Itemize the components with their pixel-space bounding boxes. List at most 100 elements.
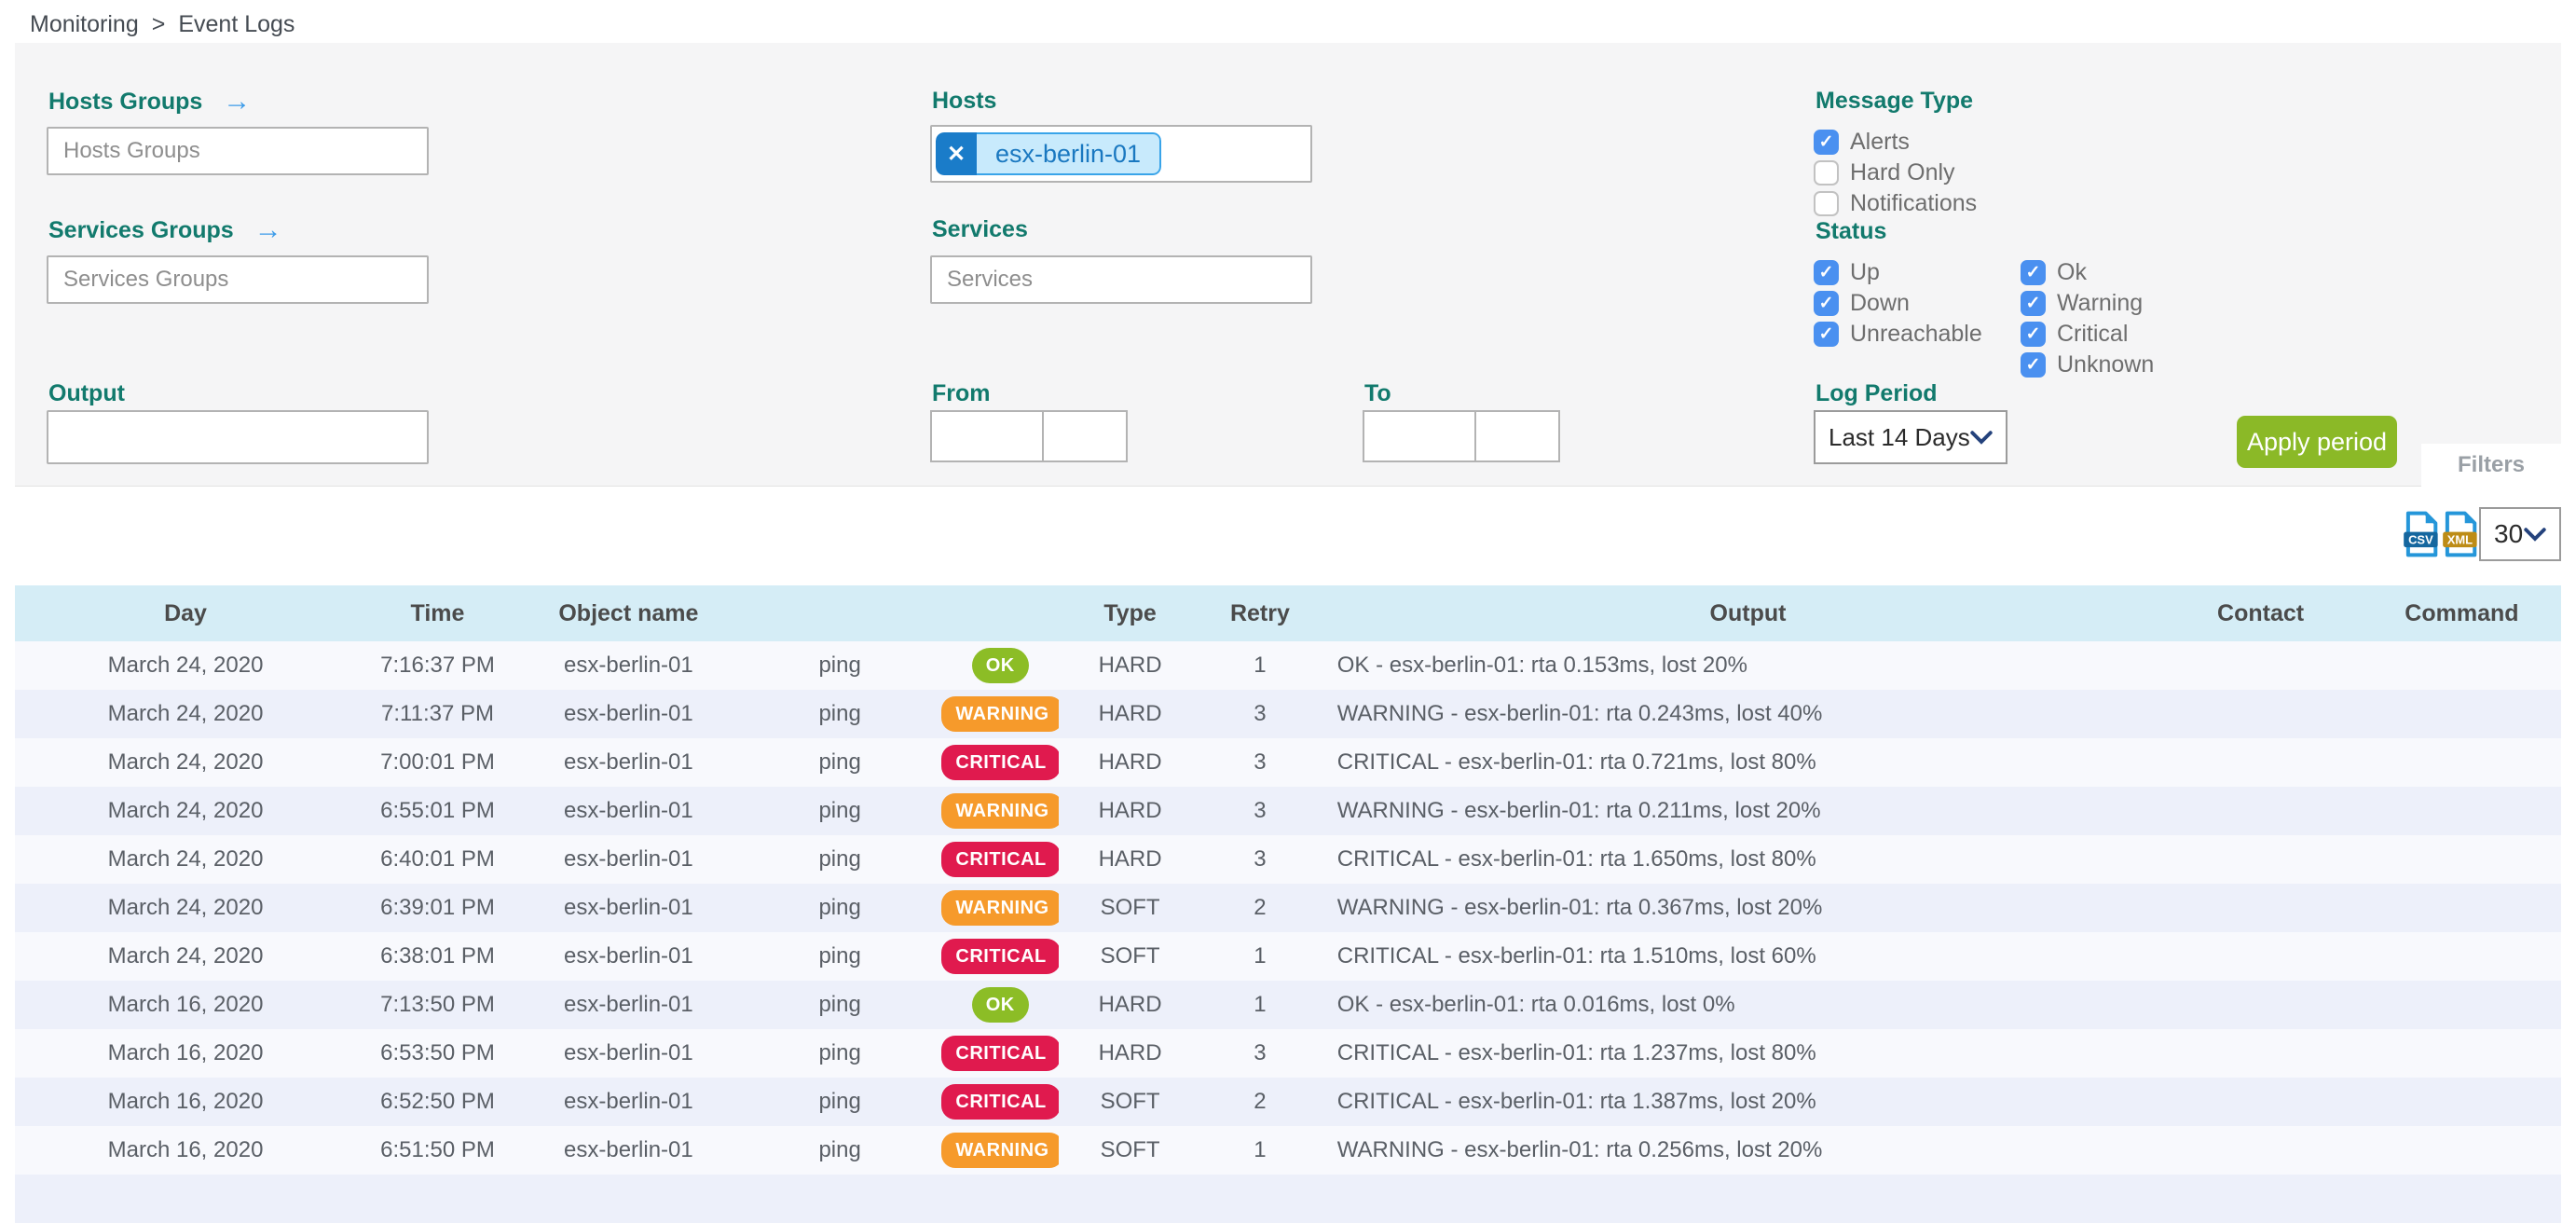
cell-type: HARD xyxy=(1098,798,1162,823)
remove-host-button[interactable]: ✕ xyxy=(936,132,977,175)
table-row: March 24, 2020 6:40:01 PM esx-berlin-01 … xyxy=(15,835,2561,884)
checkbox-ok[interactable]: ✓ Ok xyxy=(2021,259,2154,285)
cell-object-name: esx-berlin-01 xyxy=(564,653,693,678)
cell-day: March 24, 2020 xyxy=(107,846,264,872)
col-header-type: Type xyxy=(1059,585,1202,641)
from-label: From xyxy=(932,380,991,406)
cell-status: CRITICAL xyxy=(941,1029,1060,1078)
table-row: March 24, 2020 6:55:01 PM esx-berlin-01 … xyxy=(15,787,2561,835)
cell-time: 6:51:50 PM xyxy=(380,1137,495,1162)
cell-service: ping xyxy=(818,846,861,872)
apply-period-button[interactable]: Apply period xyxy=(2237,416,2397,468)
cell-status: WARNING xyxy=(941,1126,1060,1175)
to-label: To xyxy=(1364,380,1391,406)
checkbox-label: Unknown xyxy=(2057,350,2155,378)
cell-retry: 1 xyxy=(1254,992,1267,1017)
checkbox-up[interactable]: ✓ Up xyxy=(1814,259,1982,285)
checkbox-unreachable[interactable]: ✓ Unreachable xyxy=(1814,321,1982,347)
checkbox-icon: ✓ xyxy=(2021,290,2046,316)
checkbox-icon: ✓ xyxy=(1814,190,1839,216)
cell-service: ping xyxy=(818,749,861,775)
checkbox-label: Down xyxy=(1850,289,1910,316)
from-time-input[interactable] xyxy=(1042,410,1128,462)
cell-day: March 24, 2020 xyxy=(107,943,264,969)
col-header-output: Output xyxy=(1318,585,2159,641)
filter-panel: Hosts Groups → Services Groups → Output … xyxy=(15,43,2561,487)
output-label: Output xyxy=(48,380,125,406)
cell-contact xyxy=(2158,1078,2363,1126)
cell-service: ping xyxy=(818,1040,861,1065)
status-label: Status xyxy=(1816,218,1887,244)
cell-output: OK - esx-berlin-01: rta 0.016ms, lost 0% xyxy=(1336,992,1735,1017)
table-row: March 16, 2020 7:13:50 PM esx-berlin-01 … xyxy=(15,981,2561,1029)
checkbox-critical[interactable]: ✓ Critical xyxy=(2021,321,2154,347)
output-input[interactable] xyxy=(47,410,429,464)
status-badge: CRITICAL xyxy=(941,1084,1060,1120)
table-row: March 24, 2020 7:00:01 PM esx-berlin-01 … xyxy=(15,738,2561,787)
checkbox-alerts[interactable]: ✓ Alerts xyxy=(1814,129,1977,155)
table-row: March 24, 2020 7:11:37 PM esx-berlin-01 … xyxy=(15,690,2561,738)
services-groups-label: Services Groups → xyxy=(48,214,282,245)
checkbox-label: Notifications xyxy=(1850,189,1978,216)
checkbox-label: Up xyxy=(1850,258,1880,285)
csv-export-icon[interactable]: CSV xyxy=(2403,511,2440,560)
cell-type: HARD xyxy=(1098,1040,1162,1065)
cell-status: OK xyxy=(941,641,1059,690)
cell-day: March 16, 2020 xyxy=(107,992,264,1017)
filters-tab[interactable]: Filters xyxy=(2421,444,2561,487)
cell-day: March 16, 2020 xyxy=(107,1040,264,1065)
to-date-input[interactable] xyxy=(1363,410,1476,462)
breadcrumb-item-event-logs[interactable]: Event Logs xyxy=(178,11,295,37)
xml-export-icon[interactable]: XML xyxy=(2442,511,2479,560)
table-row: March 24, 2020 7:16:37 PM esx-berlin-01 … xyxy=(15,641,2561,690)
to-inputs xyxy=(1363,410,1560,462)
selected-host-label: esx-berlin-01 xyxy=(977,132,1162,175)
hosts-input[interactable]: ✕ esx-berlin-01 xyxy=(930,125,1312,183)
cell-time: 6:53:50 PM xyxy=(380,1040,495,1065)
checkbox-down[interactable]: ✓ Down xyxy=(1814,290,1982,316)
cell-command xyxy=(2363,738,2561,787)
status-badge: CRITICAL xyxy=(941,842,1060,877)
cell-output: WARNING - esx-berlin-01: rta 0.243ms, lo… xyxy=(1336,701,1823,726)
cell-type: SOFT xyxy=(1100,1089,1160,1114)
cell-output: WARNING - esx-berlin-01: rta 0.367ms, lo… xyxy=(1336,895,1823,920)
svg-text:XML: XML xyxy=(2447,533,2473,547)
cell-status: CRITICAL xyxy=(941,738,1060,787)
hosts-groups-input[interactable] xyxy=(47,127,429,175)
checkbox-hard-only[interactable]: ✓ Hard Only xyxy=(1814,159,1977,186)
cell-time: 7:16:37 PM xyxy=(380,653,495,678)
cell-contact xyxy=(2158,787,2363,835)
arrow-right-icon[interactable]: → xyxy=(253,214,282,245)
to-time-input[interactable] xyxy=(1474,410,1560,462)
cell-day: March 16, 2020 xyxy=(107,1089,264,1114)
log-period-label: Log Period xyxy=(1816,380,1938,406)
chevron-down-icon xyxy=(1970,430,1993,445)
breadcrumb: Monitoring > Event Logs xyxy=(30,11,295,38)
cell-status: WARNING xyxy=(941,884,1060,932)
status-badge: OK xyxy=(971,648,1029,683)
services-groups-input[interactable] xyxy=(47,255,429,304)
status-badge: WARNING xyxy=(941,1133,1060,1168)
cell-command xyxy=(2363,690,2561,738)
cell-output: WARNING - esx-berlin-01: rta 0.211ms, lo… xyxy=(1336,798,1821,823)
arrow-right-icon[interactable]: → xyxy=(223,86,252,117)
cell-contact xyxy=(2158,690,2363,738)
cell-object-name: esx-berlin-01 xyxy=(564,846,693,872)
cell-type: SOFT xyxy=(1100,943,1160,969)
status-badge: CRITICAL xyxy=(941,1036,1060,1071)
checkbox-notifications[interactable]: ✓ Notifications xyxy=(1814,190,1977,216)
checkbox-label: Critical xyxy=(2057,320,2129,347)
page-size-select[interactable]: 30 xyxy=(2479,507,2561,561)
breadcrumb-item-monitoring[interactable]: Monitoring xyxy=(30,11,139,37)
checkbox-unknown[interactable]: ✓ Unknown xyxy=(2021,351,2154,378)
log-period-select[interactable]: Last 14 Days xyxy=(1814,410,2007,464)
services-label: Services xyxy=(932,216,1028,242)
cell-command xyxy=(2363,932,2561,981)
cell-output: CRITICAL - esx-berlin-01: rta 1.387ms, l… xyxy=(1336,1089,1816,1114)
from-date-input[interactable] xyxy=(930,410,1044,462)
services-input[interactable] xyxy=(930,255,1312,304)
cell-contact xyxy=(2158,981,2363,1029)
checkbox-warning[interactable]: ✓ Warning xyxy=(2021,290,2154,316)
from-inputs xyxy=(930,410,1128,462)
checkbox-icon: ✓ xyxy=(1814,159,1839,186)
